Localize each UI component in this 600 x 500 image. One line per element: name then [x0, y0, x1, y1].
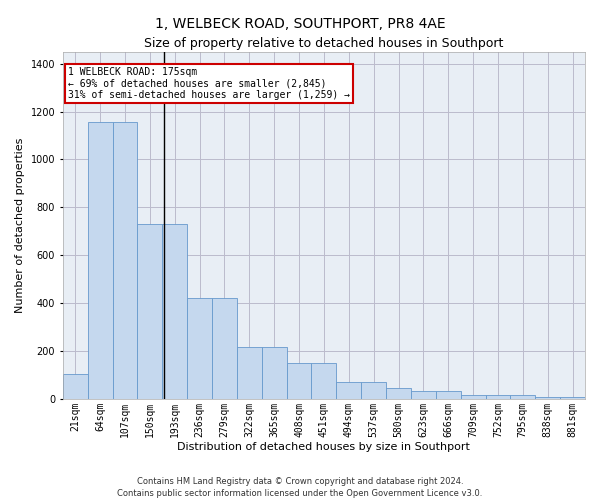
Bar — [436, 392, 461, 399]
Bar — [63, 374, 88, 399]
Bar — [113, 122, 137, 399]
Title: Size of property relative to detached houses in Southport: Size of property relative to detached ho… — [144, 38, 503, 51]
X-axis label: Distribution of detached houses by size in Southport: Distribution of detached houses by size … — [178, 442, 470, 452]
Bar — [535, 396, 560, 399]
Bar — [162, 224, 187, 399]
Bar — [361, 382, 386, 399]
Bar — [212, 298, 237, 399]
Bar — [461, 394, 485, 399]
Bar — [187, 298, 212, 399]
Bar — [287, 362, 311, 399]
Bar — [511, 396, 535, 399]
Bar — [88, 122, 113, 399]
Bar — [137, 224, 162, 399]
Bar — [411, 392, 436, 399]
Bar — [237, 346, 262, 399]
Bar — [337, 382, 361, 399]
Bar — [386, 388, 411, 399]
Text: Contains HM Land Registry data © Crown copyright and database right 2024.
Contai: Contains HM Land Registry data © Crown c… — [118, 476, 482, 498]
Text: 1, WELBECK ROAD, SOUTHPORT, PR8 4AE: 1, WELBECK ROAD, SOUTHPORT, PR8 4AE — [155, 18, 445, 32]
Bar — [262, 346, 287, 399]
Bar — [485, 396, 511, 399]
Text: 1 WELBECK ROAD: 175sqm
← 69% of detached houses are smaller (2,845)
31% of semi-: 1 WELBECK ROAD: 175sqm ← 69% of detached… — [68, 68, 350, 100]
Y-axis label: Number of detached properties: Number of detached properties — [15, 138, 25, 313]
Bar — [560, 396, 585, 399]
Bar — [311, 362, 337, 399]
